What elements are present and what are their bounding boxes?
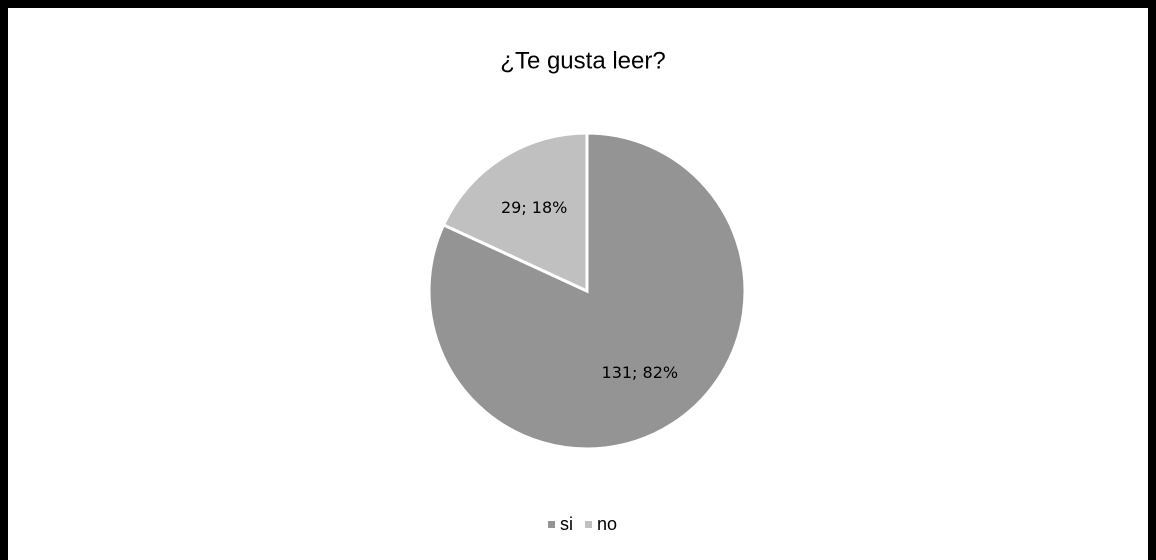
- data-label: 29; 18%: [501, 198, 567, 217]
- pie-slice: [441, 131, 589, 294]
- legend-label: no: [597, 514, 617, 534]
- legend-swatch: [548, 521, 555, 528]
- legend-swatch: [585, 521, 592, 528]
- chart-title: ¿Te gusta leer?: [500, 47, 665, 74]
- legend-label: si: [560, 514, 573, 534]
- data-label: 131; 82%: [602, 363, 679, 382]
